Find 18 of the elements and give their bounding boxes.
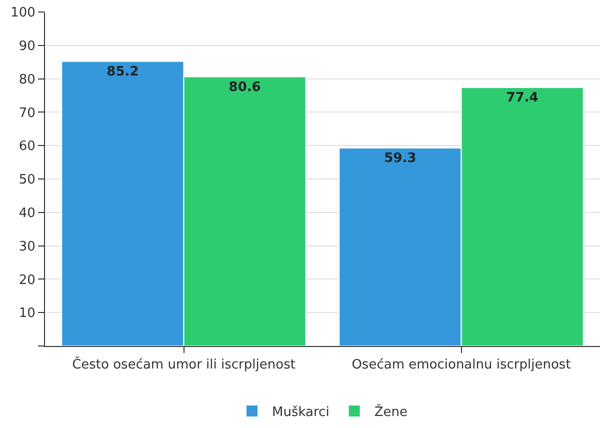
y-tick-label: 90: [18, 38, 36, 54]
y-tick-label: 20: [18, 272, 36, 288]
x-tick-label: Osećam emocionalnu iscrpljenost: [352, 358, 571, 373]
y-tick-label: 50: [18, 172, 36, 188]
y-tick-label: 60: [18, 139, 36, 154]
data-label: 77.4: [506, 90, 538, 106]
data-label: 85.2: [106, 64, 139, 80]
y-tick-label: 10: [18, 306, 36, 322]
y-tick-label: 100: [10, 6, 36, 21]
y-tick-label: 30: [18, 239, 36, 254]
y-tick-label: 70: [18, 106, 36, 121]
data-label: 59.3: [384, 150, 416, 166]
y-tick-label: 80: [18, 72, 36, 88]
legend-label: Žene: [374, 403, 408, 420]
y-tick-label: 40: [18, 206, 36, 221]
x-tick-label: Često osećam umor ili iscrpljenost: [72, 356, 296, 373]
data-label: 80.6: [228, 80, 261, 95]
legend-label: Muškarci: [272, 405, 330, 420]
